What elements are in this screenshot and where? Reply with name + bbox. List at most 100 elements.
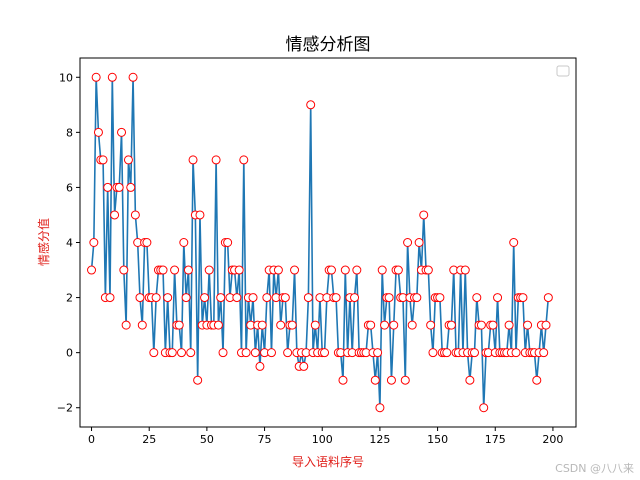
data-point (130, 210, 140, 220)
data-point (234, 265, 244, 275)
data-point (370, 375, 380, 385)
data-point (188, 155, 198, 165)
x-tick-label: 150 (427, 433, 448, 446)
data-point (412, 293, 422, 303)
data-point (195, 210, 205, 220)
data-point (352, 265, 362, 275)
data-point (320, 348, 330, 358)
x-tick-label: 175 (485, 433, 506, 446)
data-point (479, 403, 489, 413)
x-tick-label: 200 (542, 433, 563, 446)
data-point (89, 238, 99, 247)
data-point (403, 238, 413, 247)
data-point (442, 348, 452, 358)
data-point (306, 100, 316, 110)
data-point (98, 155, 108, 165)
data-point (93, 127, 103, 137)
data-point (193, 375, 203, 385)
data-point (128, 72, 138, 82)
data-point (543, 293, 553, 303)
data-point (393, 265, 403, 275)
data-point (107, 72, 117, 82)
data-point (386, 375, 396, 385)
chart-title: 情感分析图 (286, 35, 371, 55)
data-point (149, 348, 159, 358)
data-point (126, 182, 136, 192)
data-point (377, 265, 387, 275)
plot-frame (79, 57, 577, 428)
data-point (218, 348, 228, 358)
data-point (407, 320, 417, 330)
data-point (114, 182, 124, 192)
data-point (428, 348, 438, 358)
data-point (504, 320, 514, 330)
data-point (135, 293, 145, 303)
data-point (232, 293, 242, 303)
data-point (273, 265, 283, 275)
data-point (290, 265, 300, 275)
data-point (110, 210, 120, 220)
data-point (121, 320, 131, 330)
data-point (380, 320, 390, 330)
data-point (200, 293, 210, 303)
data-point (119, 265, 129, 275)
data-point (331, 293, 341, 303)
data-point (472, 293, 482, 303)
data-point (280, 293, 290, 303)
y-tick-label: 8 (66, 126, 73, 139)
y-tick-label: −2 (57, 402, 73, 415)
data-point (287, 320, 297, 330)
data-point (276, 320, 286, 330)
x-tick-label: 25 (142, 433, 156, 446)
data-point (223, 238, 233, 247)
y-tick-label: 6 (66, 181, 73, 194)
data-point (211, 155, 221, 165)
data-point (204, 265, 214, 275)
data-point (326, 265, 336, 275)
data-point (493, 293, 503, 303)
data-point (151, 293, 161, 303)
data-point (350, 293, 360, 303)
y-axis-label: 情感分值 (36, 218, 51, 266)
x-tick-label: 75 (258, 433, 272, 446)
data-point (255, 361, 265, 371)
data-point (87, 265, 97, 275)
y-tick-label: 10 (59, 71, 73, 84)
data-point (366, 320, 376, 330)
legend-box (556, 65, 570, 77)
data-point (183, 265, 193, 275)
data-point (186, 348, 196, 358)
data-point (283, 348, 293, 358)
data-point (117, 127, 127, 137)
data-point (488, 320, 498, 330)
data-point (216, 293, 226, 303)
data-point (248, 293, 258, 303)
data-point (338, 375, 348, 385)
data-point (103, 182, 113, 192)
x-axis-label: 导入语料序号 (292, 454, 364, 469)
data-point (469, 348, 479, 358)
data-point (299, 361, 309, 371)
data-point (181, 293, 191, 303)
data-point (310, 320, 320, 330)
y-tick-label: 4 (66, 237, 73, 250)
data-point (303, 293, 313, 303)
data-point (435, 293, 445, 303)
data-point (400, 375, 410, 385)
data-point (523, 320, 533, 330)
x-tick-label: 0 (88, 433, 95, 446)
x-tick-label: 100 (312, 433, 333, 446)
data-point (250, 348, 260, 358)
data-point (179, 238, 189, 247)
data-point (419, 210, 429, 220)
data-point (476, 320, 486, 330)
series-line (90, 76, 550, 409)
data-point (91, 72, 101, 82)
data-point (541, 320, 551, 330)
data-point (105, 293, 115, 303)
data-point (142, 238, 152, 247)
data-point (123, 155, 133, 165)
data-point (257, 320, 267, 330)
data-point (158, 265, 168, 275)
